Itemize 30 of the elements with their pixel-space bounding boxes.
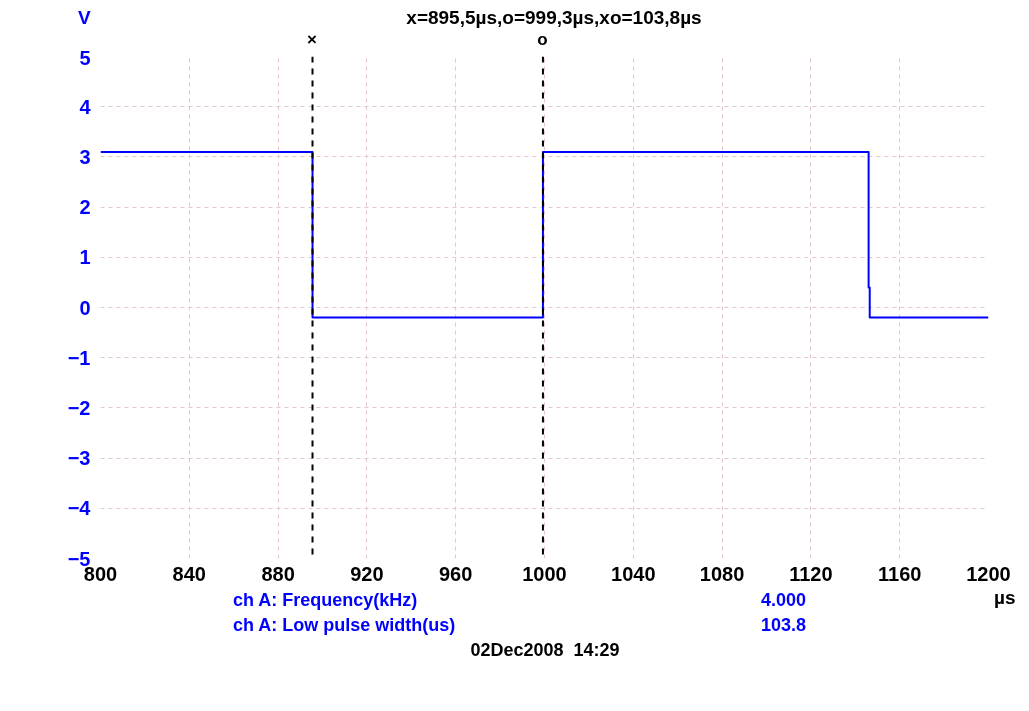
- y-tick-label: −1: [67, 346, 91, 369]
- y-tick-label: −2: [67, 396, 91, 419]
- x-axis-title: µs: [994, 586, 1016, 610]
- y-axis-title: V: [78, 6, 91, 30]
- x-tick-label: 960: [439, 562, 473, 585]
- y-tick-label: −4: [67, 497, 92, 520]
- y-tick-label: −3: [67, 447, 91, 470]
- x-tick-label: 840: [172, 562, 206, 585]
- y-tick-label: 5: [79, 46, 91, 69]
- chart-title: x=895,5µs,o=999,3µs,xo=103,8µs: [406, 6, 702, 30]
- x-tick-label: 1160: [878, 562, 922, 585]
- x-tick-label: 1200: [966, 562, 1011, 585]
- y-tick-label: 0: [79, 296, 91, 319]
- y-tick-label: 2: [79, 196, 91, 219]
- text: 02Dec2008 14:29: [470, 639, 620, 662]
- text: 103.8: [760, 614, 806, 637]
- x-tick-label: 1120: [789, 562, 833, 585]
- x-tick-label: 1080: [699, 562, 745, 585]
- y-tick-label: 1: [79, 246, 91, 269]
- text: ch A: Frequency(kHz): [233, 589, 418, 612]
- text: ch A: Low pulse width(us): [233, 614, 456, 637]
- y-tick-label: 3: [79, 145, 91, 168]
- x-tick-label: 1040: [611, 562, 656, 585]
- text: 4.000: [760, 589, 806, 612]
- ref-line-label: ×: [307, 29, 317, 51]
- x-tick-label: 1000: [522, 562, 567, 585]
- x-tick-label: 920: [350, 562, 384, 585]
- y-tick-label: 4: [79, 95, 92, 118]
- ref-line-label: o: [537, 29, 548, 51]
- x-tick-label: 880: [261, 562, 295, 585]
